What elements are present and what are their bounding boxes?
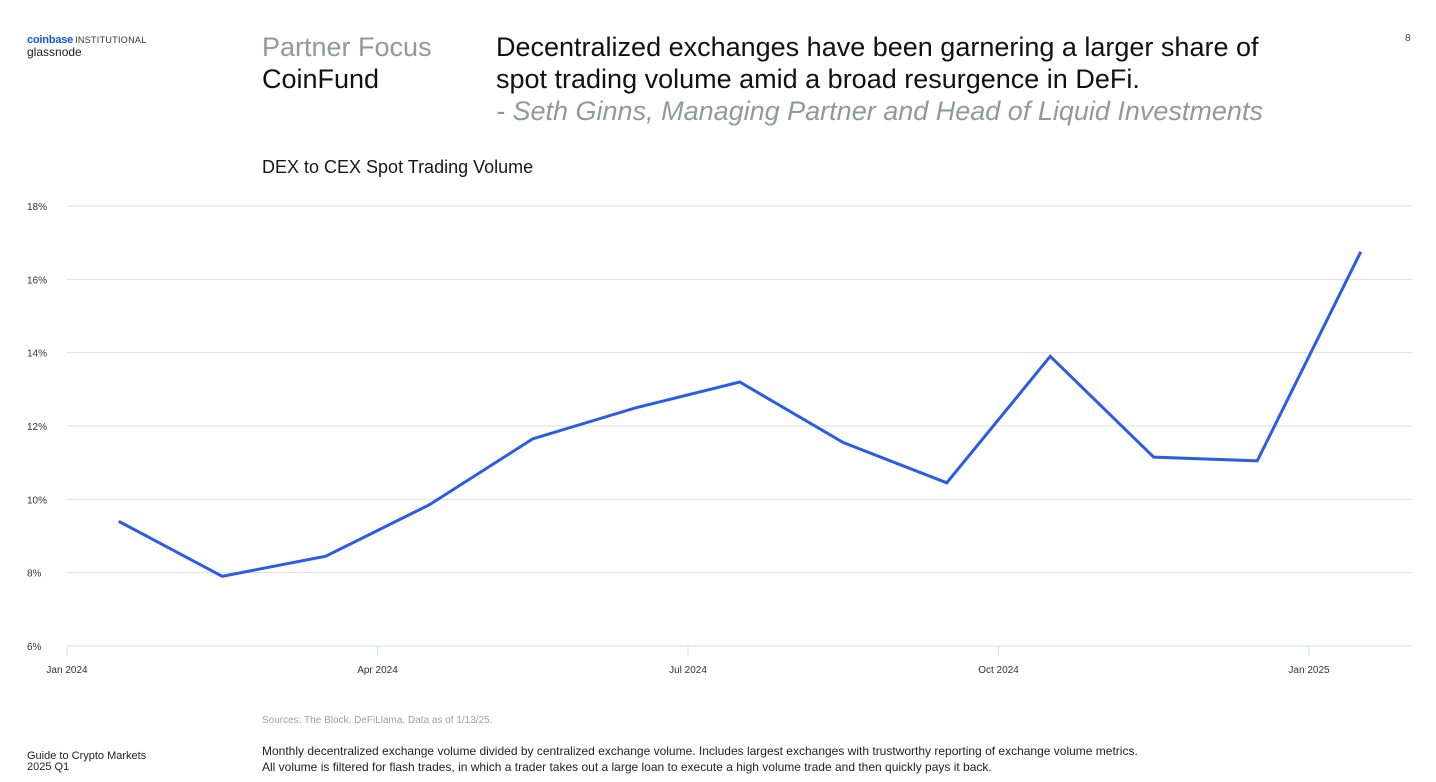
gridlines: [67, 205, 1412, 647]
x-tick-label: Apr 2024: [357, 665, 398, 676]
y-axis-ticks: 6% 8% 10% 12% 14% 16% 18%: [27, 202, 47, 653]
note-line-2: All volume is filtered for flash trades,…: [262, 760, 992, 774]
y-tick-label: 14%: [27, 349, 47, 360]
y-tick-label: 12%: [27, 422, 47, 433]
coinbase-logo: coinbase: [27, 34, 74, 46]
page-number: 8: [1405, 33, 1411, 44]
data-point: [531, 437, 534, 440]
data-point: [428, 503, 431, 506]
x-tick-label: Jul 2024: [669, 665, 707, 676]
y-tick-label: 10%: [27, 495, 47, 506]
x-axis-ticks: Jan 2024 Apr 2024 Jul 2024 Oct 2024 Jan 2025: [46, 646, 1330, 676]
section-header: Partner Focus CoinFund: [262, 31, 432, 95]
data-point: [842, 441, 845, 444]
headline: Decentralized exchanges have been garner…: [496, 31, 1376, 127]
x-tick-label: Jan 2025: [1288, 665, 1330, 676]
guide-period: 2025 Q1: [27, 761, 70, 773]
note-line-1: Monthly decentralized exchange volume di…: [262, 744, 1138, 758]
chart-title: DEX to CEX Spot Trading Volume: [262, 157, 534, 177]
sources-note: Sources: The Block, DeFiLlama. Data as o…: [262, 715, 493, 726]
institutional-label: INSTITUTIONAL: [75, 35, 147, 45]
data-point: [945, 481, 948, 484]
guide-label: Guide to Crypto Markets 2025 Q1: [27, 751, 146, 773]
y-tick-label: 18%: [27, 202, 47, 213]
x-tick-label: Jan 2024: [46, 665, 88, 676]
y-tick-label: 16%: [27, 275, 47, 286]
y-tick-label: 6%: [27, 642, 42, 653]
guide-title: Guide to Crypto Markets: [27, 750, 147, 762]
methodology-note: Monthly decentralized exchange volume di…: [262, 743, 1138, 775]
brand-logos: coinbase INSTITUTIONAL glassnode: [27, 33, 147, 58]
data-point: [1152, 456, 1155, 459]
x-tick-label: Oct 2024: [978, 665, 1019, 676]
data-point: [324, 555, 327, 558]
data-point: [738, 381, 741, 384]
data-point: [635, 406, 638, 409]
line-chart: 6% 8% 10% 12% 14% 16% 18% Jan 2024 Apr 2024 Jul …: [27, 202, 1412, 676]
data-point: [221, 575, 224, 578]
headline-line-2: spot trading volume amid a broad resurge…: [496, 64, 1140, 94]
y-tick-label: 8%: [27, 569, 42, 580]
series-line: [118, 251, 1363, 578]
data-point: [117, 520, 120, 523]
section-label: Partner Focus: [262, 32, 432, 62]
data-point: [1359, 250, 1362, 253]
data-point: [1256, 459, 1259, 462]
quote-attribution: - Seth Ginns, Managing Partner and Head …: [496, 96, 1263, 126]
headline-line-1: Decentralized exchanges have been garner…: [496, 32, 1259, 62]
data-point: [1049, 355, 1052, 358]
series-group: [117, 250, 1363, 578]
glassnode-logo: glassnode: [27, 45, 82, 59]
partner-name: CoinFund: [262, 64, 380, 94]
